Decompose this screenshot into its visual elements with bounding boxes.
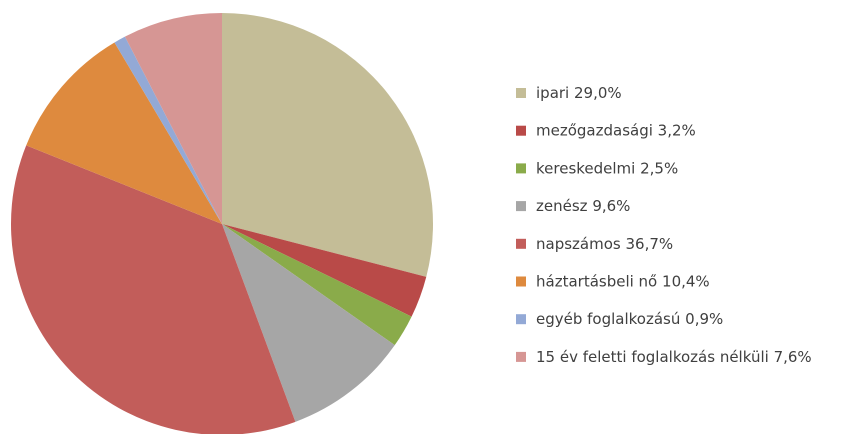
legend-value: 10,4%	[662, 272, 710, 290]
legend-value: 3,2%	[658, 121, 696, 139]
legend-value: 36,7%	[626, 234, 674, 252]
pie-slice	[222, 13, 434, 277]
legend-label: ipari 29,0%	[536, 84, 622, 102]
legend-swatch	[516, 163, 526, 174]
pie-slice	[222, 224, 395, 422]
legend-value: 2,5%	[640, 159, 678, 177]
legend-value: 0,9%	[685, 310, 723, 328]
legend-name: kereskedelmi	[536, 159, 635, 177]
legend-name: 15 év feletti foglalkozás nélküli	[536, 347, 769, 365]
legend-swatch	[516, 201, 526, 212]
legend-swatch	[516, 88, 526, 98]
legend-value: 7,6%	[774, 347, 812, 365]
legend-swatch	[516, 238, 526, 249]
legend-swatch	[516, 351, 526, 362]
legend-value: 9,6%	[592, 197, 630, 215]
legend-label: háztartásbeli nő 10,4%	[536, 272, 710, 290]
legend-label: mezőgazdasági 3,2%	[536, 121, 696, 139]
legend-value: 29,0%	[574, 84, 622, 102]
legend-label: 15 év feletti foglalkozás nélküli 7,6%	[536, 347, 812, 365]
pie-slice	[11, 145, 296, 434]
pie-slice	[222, 224, 412, 346]
pie-slice	[222, 224, 427, 317]
pie-slice	[114, 36, 222, 224]
legend-swatch	[516, 276, 526, 287]
legend-name: napszámos	[536, 234, 621, 252]
pie-slice	[26, 42, 222, 224]
legend-swatch	[516, 314, 526, 325]
legend-name: ipari	[536, 84, 569, 102]
legend-swatch	[516, 125, 526, 136]
legend-name: mezőgazdasági	[536, 121, 653, 139]
legend-label: zenész 9,6%	[536, 197, 630, 215]
legend-name: egyéb foglalkozású	[536, 310, 680, 328]
legend-name: háztartásbeli nő	[536, 272, 657, 290]
legend-name: zenész	[536, 197, 588, 215]
legend-label: kereskedelmi 2,5%	[536, 159, 678, 177]
legend-label: napszámos 36,7%	[536, 234, 673, 252]
pie-slice	[124, 13, 222, 224]
legend-label: egyéb foglalkozású 0,9%	[536, 310, 723, 328]
